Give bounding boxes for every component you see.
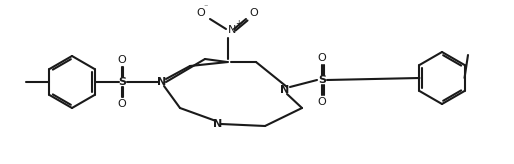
Text: S: S <box>318 75 326 85</box>
Text: O: O <box>197 8 206 18</box>
Text: N: N <box>213 119 223 129</box>
Text: O: O <box>118 99 126 109</box>
Text: +: + <box>235 20 241 29</box>
Text: O: O <box>118 55 126 65</box>
Text: O: O <box>318 97 326 107</box>
Text: O: O <box>250 8 259 18</box>
Text: S: S <box>118 77 126 87</box>
Text: N: N <box>157 77 167 87</box>
Text: ⁻: ⁻ <box>204 2 208 11</box>
Text: N: N <box>228 25 236 35</box>
Text: O: O <box>318 53 326 63</box>
Text: N: N <box>280 85 289 95</box>
